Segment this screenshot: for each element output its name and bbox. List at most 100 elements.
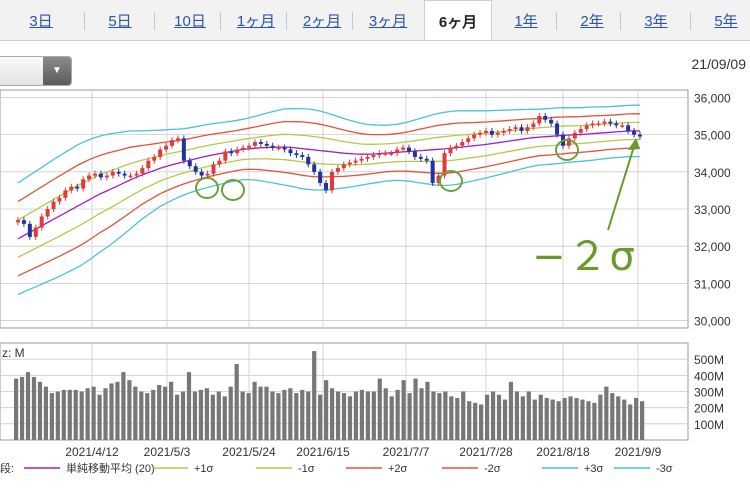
- tab-0[interactable]: 3日: [29, 13, 53, 30]
- volume-bar: [163, 386, 168, 440]
- candle-body: [211, 164, 216, 174]
- legend-label: -2σ: [484, 463, 501, 475]
- candle-body: [424, 158, 429, 161]
- volume-bar: [580, 399, 585, 440]
- volume-bar: [49, 393, 54, 440]
- candle-body: [519, 127, 524, 131]
- tab-1[interactable]: 5日: [108, 13, 132, 30]
- candle-body: [442, 153, 447, 176]
- volume-bar: [419, 388, 424, 440]
- volume-bar: [520, 396, 525, 440]
- candle-body: [235, 149, 240, 154]
- candle-body: [270, 145, 275, 148]
- volume-bar: [568, 396, 573, 440]
- candle-body: [638, 134, 642, 137]
- volume-bar: [622, 399, 627, 440]
- candle-body: [489, 130, 494, 135]
- candle-body: [247, 145, 252, 148]
- volume-bar: [473, 402, 478, 440]
- candle-body: [578, 129, 583, 133]
- candle-body: [87, 175, 92, 180]
- candle-body: [264, 143, 269, 146]
- chevron-down-icon[interactable]: ▼: [43, 57, 71, 85]
- date-label: 21/09/09: [691, 56, 747, 72]
- price-tick-label: 34,000: [694, 166, 731, 180]
- candle-body: [412, 151, 417, 157]
- plus-2-sigma-line: [17, 113, 640, 203]
- candle-body: [472, 134, 477, 139]
- candle-body: [57, 197, 62, 202]
- volume-bar: [240, 391, 245, 440]
- volume-bar: [306, 391, 311, 440]
- candle-body: [537, 116, 542, 124]
- volume-bar: [347, 396, 353, 440]
- tab-10[interactable]: 5年: [714, 13, 738, 30]
- candle-body: [460, 142, 465, 146]
- volume-bar: [431, 391, 436, 440]
- tab-2[interactable]: 10日: [174, 13, 206, 30]
- tab-6[interactable]: 6ヶ月: [424, 0, 492, 40]
- volume-bar: [300, 389, 305, 440]
- indicator-select[interactable]: ▼: [0, 56, 72, 86]
- candle-body: [365, 156, 370, 159]
- price-tick-label: 31,000: [694, 277, 731, 291]
- candle-body: [116, 171, 121, 174]
- candle-body: [33, 227, 38, 237]
- candle-body: [389, 153, 394, 155]
- volume-bar: [145, 393, 150, 440]
- volume-axis-label: z: M: [2, 346, 25, 360]
- candle-body: [466, 138, 471, 143]
- tab-9[interactable]: 3年: [644, 13, 668, 30]
- tab-separator: [556, 12, 557, 30]
- candle-body: [175, 138, 180, 141]
- candle-body: [401, 147, 406, 150]
- volume-bar: [371, 391, 376, 440]
- tab-7[interactable]: 1年: [514, 13, 538, 30]
- tab-3[interactable]: 1ヶ月: [236, 13, 276, 30]
- volume-bar: [598, 394, 603, 440]
- candle-body: [164, 145, 169, 150]
- volume-bar: [109, 383, 114, 440]
- volume-bar: [365, 391, 370, 440]
- volume-bar: [324, 380, 329, 440]
- candle-body: [134, 173, 139, 176]
- candle-body: [590, 123, 595, 126]
- volume-bar: [532, 399, 537, 440]
- x-tick-label: 2021/5/24: [222, 445, 276, 459]
- volume-bar: [401, 380, 406, 440]
- volume-bar: [139, 391, 144, 440]
- legend-label: +2σ: [388, 463, 408, 475]
- volume-bar: [443, 391, 448, 440]
- candle-body: [377, 153, 382, 156]
- volume-bar: [79, 391, 84, 440]
- candle-body: [584, 125, 589, 130]
- candle-body: [16, 220, 20, 223]
- volume-bar: [574, 397, 579, 440]
- candle-body: [193, 166, 198, 172]
- volume-bar: [616, 396, 621, 440]
- volume-bar: [198, 389, 204, 440]
- candle-body: [223, 151, 228, 161]
- volume-bar: [91, 386, 96, 440]
- candle-body: [63, 190, 68, 198]
- touch-circle: [221, 179, 245, 201]
- minus-3-sigma-line: [17, 155, 640, 296]
- candle-body: [329, 171, 334, 191]
- volume-bar: [455, 397, 460, 440]
- tab-4[interactable]: 2ヶ月: [302, 13, 342, 30]
- candle-body: [483, 130, 488, 133]
- plus-1-sigma-line: [17, 121, 640, 221]
- tab-8[interactable]: 2年: [580, 13, 604, 30]
- tab-separator: [352, 12, 353, 30]
- candle-body: [341, 164, 346, 169]
- volume-tick-label: 300M: [694, 386, 724, 400]
- volume-bar: [514, 391, 519, 440]
- x-tick-label: 2021/5/3: [144, 445, 191, 459]
- candle-body: [199, 171, 204, 176]
- volume-bar: [413, 378, 418, 440]
- tab-5[interactable]: 3ヶ月: [368, 13, 408, 30]
- candle-body: [353, 160, 358, 163]
- candle-body: [448, 147, 453, 154]
- tab-separator: [620, 12, 621, 30]
- volume-bar: [282, 389, 287, 440]
